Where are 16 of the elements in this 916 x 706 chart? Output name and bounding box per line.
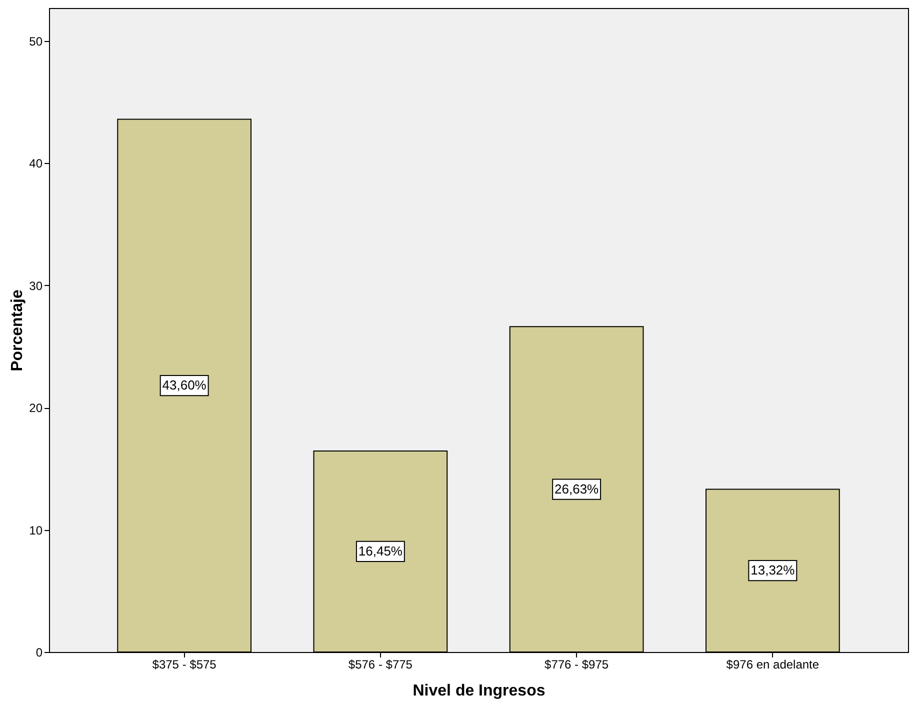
y-tick-label: 50 <box>29 34 43 48</box>
y-axis-title: Porcentaje <box>9 289 26 372</box>
data-label: 16,45% <box>358 543 403 558</box>
x-axis-title: Nivel de Ingresos <box>412 682 546 700</box>
x-tick-label: $375 - $575 <box>152 658 217 672</box>
data-label: 13,32% <box>750 562 796 578</box>
y-tick-label: 20 <box>29 401 43 416</box>
x-tick-label: $776 - $975 <box>544 658 609 672</box>
y-tick-label: 0 <box>36 646 43 660</box>
data-label: 26,63% <box>554 481 600 496</box>
x-tick-label: $576 - $775 <box>348 658 413 672</box>
x-tick-label: $976 en adelante <box>726 658 820 672</box>
y-tick-label: 10 <box>29 523 43 538</box>
y-tick-label: 30 <box>29 278 43 293</box>
data-label: 43,60% <box>162 378 207 393</box>
y-tick-label: 40 <box>29 156 43 171</box>
